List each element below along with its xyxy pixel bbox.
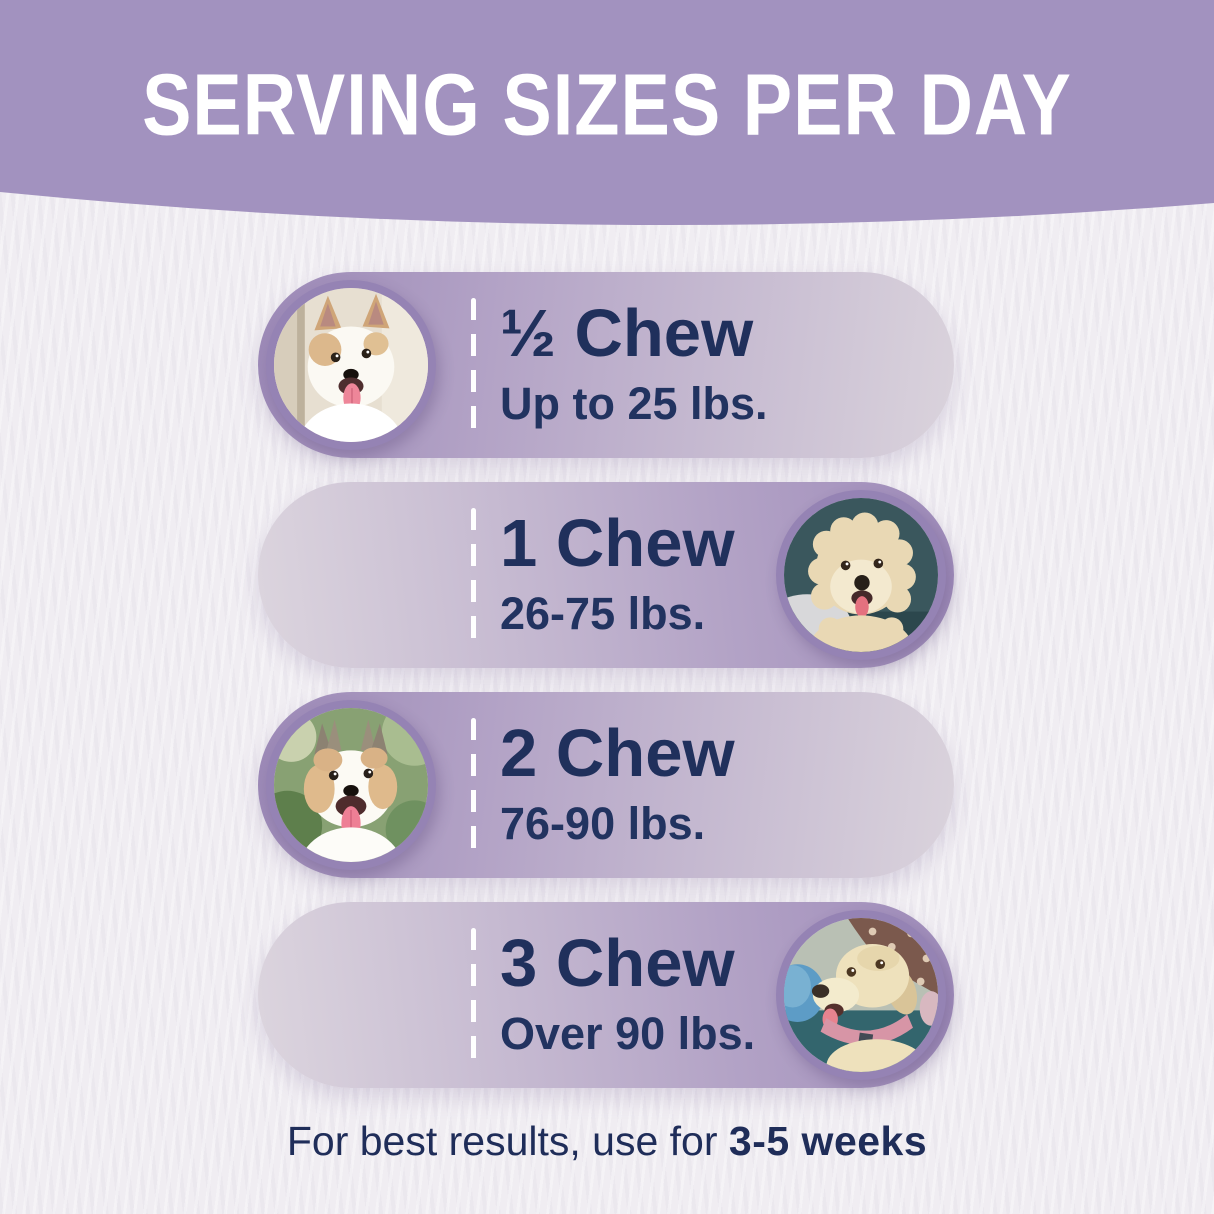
dashed-divider bbox=[471, 928, 476, 1062]
yellow-labrador-dog-photo bbox=[784, 918, 938, 1072]
serving-amount: 2 Chew bbox=[500, 715, 735, 791]
dog-photo bbox=[776, 910, 946, 1080]
weight-range: 76-90 lbs. bbox=[500, 798, 706, 850]
serving-amount: 1 Chew bbox=[500, 505, 735, 581]
weight-range: Over 90 lbs. bbox=[500, 1008, 756, 1060]
weight-range: 26-75 lbs. bbox=[500, 588, 706, 640]
dashed-divider bbox=[471, 718, 476, 852]
dog-photo bbox=[266, 700, 436, 870]
header-curve-shape bbox=[0, 0, 1214, 226]
weight-range: Up to 25 lbs. bbox=[500, 378, 768, 430]
usage-note-text: For best results, use for bbox=[286, 1118, 729, 1164]
white-tan-spitz-dog-photo bbox=[274, 288, 428, 442]
usage-note: For best results, use for 3-5 weeks bbox=[0, 1118, 1214, 1165]
dog-photo bbox=[776, 490, 946, 660]
dashed-divider bbox=[471, 508, 476, 642]
dog-photo bbox=[266, 280, 436, 450]
serving-amount: ½ Chew bbox=[500, 295, 754, 371]
serving-row-half-chew: ½ Chew Up to 25 lbs. bbox=[258, 272, 954, 458]
serving-text: 1 Chew 26-75 lbs. bbox=[500, 505, 735, 640]
serving-text: ½ Chew Up to 25 lbs. bbox=[500, 295, 768, 430]
serving-text: 3 Chew Over 90 lbs. bbox=[500, 925, 756, 1060]
serving-text: 2 Chew 76-90 lbs. bbox=[500, 715, 735, 850]
serving-amount: 3 Chew bbox=[500, 925, 735, 1001]
serving-row-three-chew: 3 Chew Over 90 lbs. bbox=[258, 902, 954, 1088]
serving-row-two-chew: 2 Chew 76-90 lbs. bbox=[258, 692, 954, 878]
usage-note-duration: 3-5 weeks bbox=[728, 1118, 928, 1164]
page-title: SERVING SIZES PER DAY bbox=[142, 55, 1072, 153]
cream-goldendoodle-dog-photo bbox=[784, 498, 938, 652]
dashed-divider bbox=[471, 298, 476, 432]
white-tan-collie-dog-photo bbox=[274, 708, 428, 862]
header-banner: SERVING SIZES PER DAY bbox=[0, 0, 1214, 255]
serving-row-one-chew: 1 Chew 26-75 lbs. bbox=[258, 482, 954, 668]
